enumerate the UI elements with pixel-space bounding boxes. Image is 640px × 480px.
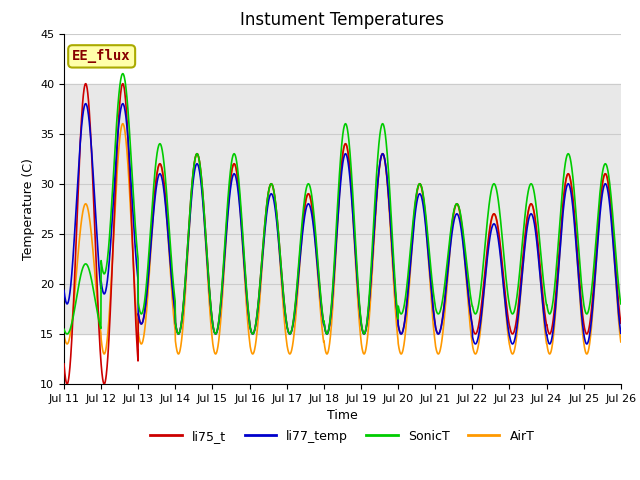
li77_temp xyxy=(60,288,68,293)
SonicT xyxy=(216,309,223,315)
SonicT xyxy=(359,329,367,335)
li75_t xyxy=(63,381,71,387)
AirT xyxy=(617,339,625,345)
li77_temp xyxy=(568,195,575,201)
li75_t xyxy=(568,187,576,193)
SonicT xyxy=(584,311,591,316)
li75_t xyxy=(216,311,223,316)
li77_temp xyxy=(371,219,379,225)
Line: li75_t: li75_t xyxy=(64,84,621,384)
AirT xyxy=(371,227,379,233)
X-axis label: Time: Time xyxy=(327,409,358,422)
AirT xyxy=(583,351,591,357)
li75_t xyxy=(359,329,367,335)
li75_t xyxy=(584,330,591,336)
li77_temp xyxy=(82,101,90,107)
Line: SonicT: SonicT xyxy=(64,73,621,334)
Bar xyxy=(64,84,621,334)
SonicT xyxy=(119,71,127,76)
AirT xyxy=(60,332,68,337)
li75_t xyxy=(82,81,90,86)
li77_temp xyxy=(359,328,367,334)
li75_t xyxy=(617,320,625,326)
Text: EE_flux: EE_flux xyxy=(72,49,131,63)
AirT xyxy=(216,331,223,336)
Title: Instument Temperatures: Instument Temperatures xyxy=(241,11,444,29)
li77_temp xyxy=(504,327,512,333)
li75_t xyxy=(60,361,68,367)
Legend: li75_t, li77_temp, SonicT, AirT: li75_t, li77_temp, SonicT, AirT xyxy=(145,425,540,448)
SonicT xyxy=(63,331,71,337)
li75_t xyxy=(371,216,379,221)
SonicT xyxy=(371,196,379,202)
SonicT xyxy=(60,326,68,332)
Y-axis label: Temperature (C): Temperature (C) xyxy=(22,158,35,260)
SonicT xyxy=(568,167,576,173)
AirT xyxy=(504,334,512,340)
li77_temp xyxy=(617,330,625,336)
AirT xyxy=(359,348,367,354)
AirT xyxy=(568,187,575,193)
AirT xyxy=(119,121,127,127)
li75_t xyxy=(505,318,513,324)
li77_temp xyxy=(216,314,223,320)
SonicT xyxy=(505,297,513,303)
Line: li77_temp: li77_temp xyxy=(64,104,621,344)
Line: AirT: AirT xyxy=(64,124,621,354)
li77_temp xyxy=(583,341,591,347)
AirT xyxy=(584,350,591,356)
li77_temp xyxy=(584,340,591,346)
SonicT xyxy=(617,301,625,307)
